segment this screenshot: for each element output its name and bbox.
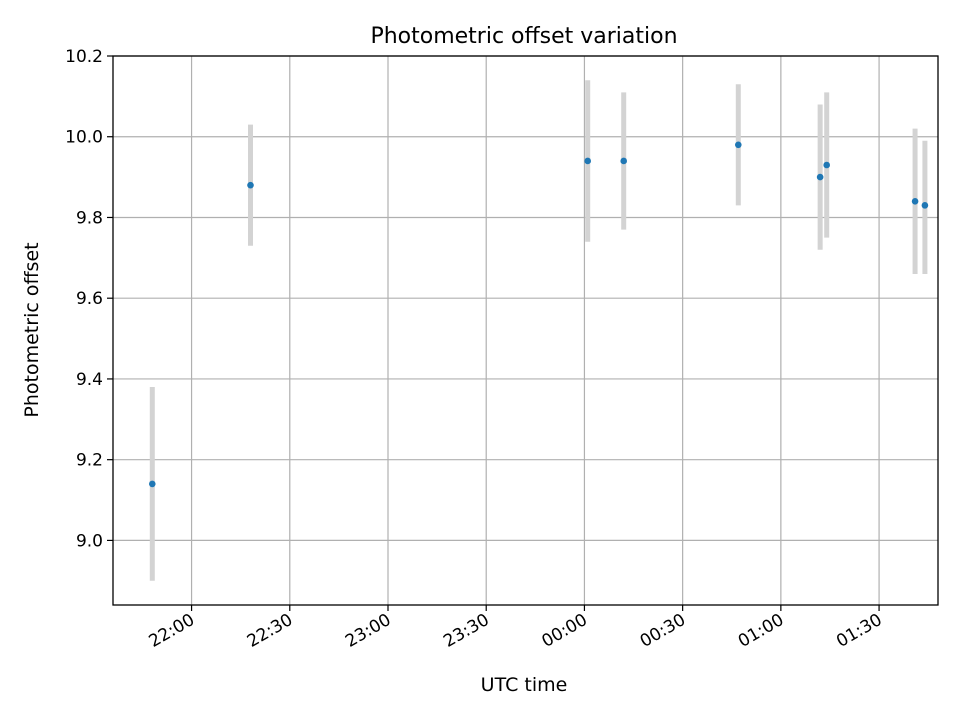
x-tick-label: 22:30 <box>244 610 296 652</box>
y-tick-label: 9.8 <box>76 208 103 228</box>
data-point <box>148 480 156 488</box>
data-point <box>620 157 628 165</box>
y-tick-label: 9.4 <box>76 370 103 390</box>
y-tick-label: 9.0 <box>76 531 103 551</box>
data-point <box>921 202 929 209</box>
x-tick-label: 00:30 <box>637 610 689 652</box>
x-tick-label: 00:00 <box>538 610 590 652</box>
x-tick-label: 23:00 <box>342 610 394 652</box>
y-tick-label: 10.2 <box>65 47 103 67</box>
data-points <box>148 141 929 488</box>
data-point <box>247 181 254 189</box>
error-bars <box>149 80 928 581</box>
y-tick-label: 9.6 <box>76 289 103 309</box>
data-point <box>584 157 592 165</box>
plot-frame <box>112 55 939 606</box>
x-tick-label: 01:00 <box>735 610 787 652</box>
x-axis-ticks: 22:00 22:30 23:00 23:30 00:00 00:30 01:00 01:30 <box>146 605 886 652</box>
data-point <box>911 198 919 205</box>
y-tick-label: 10.0 <box>65 128 103 148</box>
x-tick-label: 22:00 <box>146 610 198 652</box>
chart-title: Photometric offset variation <box>370 24 677 49</box>
grid <box>113 55 938 605</box>
data-point <box>734 141 742 149</box>
data-point <box>823 161 830 169</box>
data-point <box>816 173 824 181</box>
y-axis-ticks: 9.0 9.2 9.4 9.6 9.8 10.0 10.2 <box>65 47 113 551</box>
y-axis-label: Photometric offset <box>21 242 43 417</box>
x-tick-label: 23:30 <box>440 610 492 652</box>
x-axis-label: UTC time <box>481 674 568 696</box>
x-tick-label: 01:30 <box>833 610 885 652</box>
y-tick-label: 9.2 <box>76 451 103 471</box>
